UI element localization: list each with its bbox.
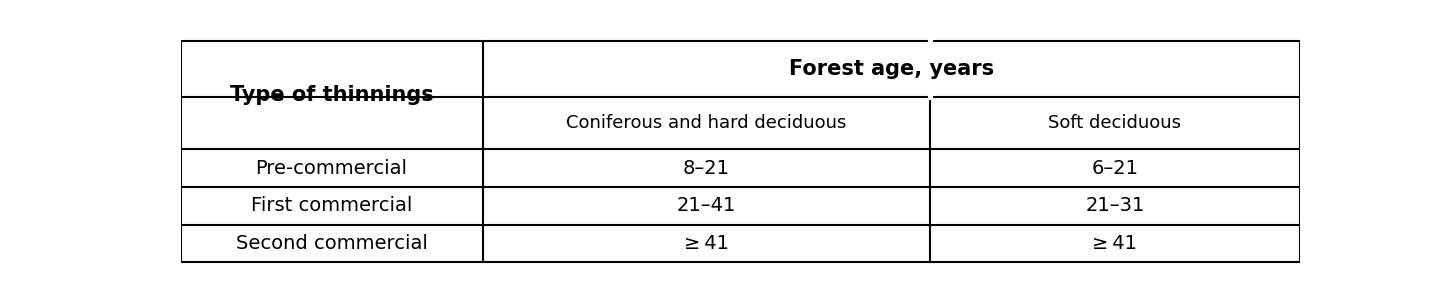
Text: ≥ 41: ≥ 41 [1093,234,1138,253]
Text: Type of thinnings: Type of thinnings [230,85,433,105]
Text: Coniferous and hard deciduous: Coniferous and hard deciduous [566,114,846,132]
Text: Second commercial: Second commercial [235,234,427,253]
Text: 6–21: 6–21 [1092,159,1138,178]
Text: Soft deciduous: Soft deciduous [1048,114,1181,132]
Text: 8–21: 8–21 [683,159,731,178]
Text: First commercial: First commercial [251,196,413,215]
Text: Forest age, years: Forest age, years [788,59,993,79]
Text: 21–31: 21–31 [1086,196,1145,215]
Text: ≥ 41: ≥ 41 [684,234,729,253]
Text: 21–41: 21–41 [677,196,736,215]
Text: Pre-commercial: Pre-commercial [256,159,407,178]
